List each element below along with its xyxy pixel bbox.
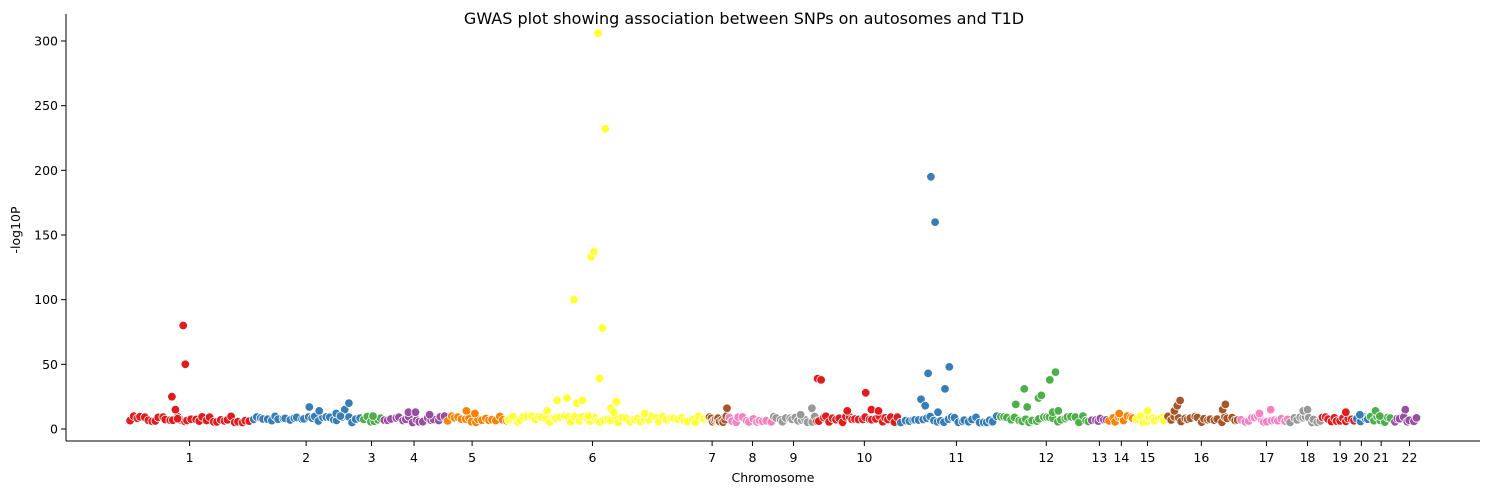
snp-point [597,323,608,333]
y-tick-label: 0 [50,422,58,437]
snp-point [640,408,650,419]
x-tick-label: 12 [1038,450,1054,465]
snp-point [1220,399,1231,410]
x-axis-label: Chromosome [731,470,814,485]
snp-point [424,410,435,420]
snp-point [340,404,350,415]
snp-point [842,406,853,416]
y-tick-label: 50 [42,357,58,372]
snp-point [1022,402,1032,412]
snp-point [1411,413,1422,423]
x-tick-label: 16 [1193,450,1209,465]
snp-point [314,406,324,416]
x-tick-label: 1 [186,450,194,465]
snp-point [816,375,826,385]
x-tick-label: 9 [790,450,798,465]
snp-point [930,217,940,227]
snp-point [167,392,177,402]
x-tick-label: 2 [302,450,310,465]
snp-point [304,402,315,412]
snp-point [1114,408,1124,419]
snp-point [170,404,181,415]
snp-point [807,403,817,414]
snp-point [926,172,936,182]
snp-point [1050,367,1061,377]
snp-point [1355,410,1365,420]
snp-point [1053,406,1064,416]
x-tick-label: 5 [468,450,476,465]
snp-point [593,28,603,38]
y-axis-label: -log10P [8,206,23,253]
x-tick-label: 18 [1300,450,1316,465]
snp-point [1175,395,1185,406]
snp-point [1341,407,1351,417]
snp-point [722,403,732,414]
x-tick-label: 20 [1353,450,1369,465]
x-tick-label: 17 [1259,450,1275,465]
x-tick-label: 3 [368,450,376,465]
snp-point [600,124,610,134]
snp-point [562,393,572,403]
snp-point [410,407,421,417]
snp-point [1142,406,1153,416]
data-points [125,28,1422,428]
snp-point [569,295,579,305]
snp-point [861,388,871,398]
snp-point [795,410,806,420]
chart-title: GWAS plot showing association between SN… [464,9,1024,28]
snp-point [552,395,562,406]
snp-point [920,401,930,411]
x-tick-label: 22 [1402,450,1418,465]
y-tick-label: 200 [34,163,58,178]
x-tick-label: 8 [748,450,756,465]
snp-point [594,373,605,384]
snp-point [944,362,955,372]
snp-point [335,411,346,421]
snp-point [180,359,191,370]
y-tick-label: 150 [34,228,58,243]
snp-point [344,398,354,408]
snp-point [368,411,378,421]
x-tick-label: 13 [1091,450,1107,465]
snp-point [1302,404,1313,415]
x-tick-label: 7 [708,450,716,465]
snp-point [923,368,933,379]
x-tick-label: 15 [1140,450,1156,465]
y-tick-label: 250 [34,98,58,113]
x-tick-label: 21 [1373,450,1389,465]
x-tick-label: 4 [410,450,418,465]
snp-point [1011,399,1021,410]
snp-point [1265,404,1276,415]
x-tick-label: 6 [588,450,596,465]
snp-point [1019,384,1030,394]
snp-point [577,395,588,406]
snp-point [609,407,619,417]
snp-point [178,320,188,331]
snp-point [172,414,183,424]
snp-point [1045,375,1055,385]
snp-point [873,406,884,416]
snp-point [611,397,622,407]
x-tick-label: 10 [856,450,872,465]
snp-point [1400,404,1411,415]
snp-point [542,406,552,416]
snp-point [1254,408,1265,419]
snp-point [461,406,472,416]
x-tick-label: 19 [1332,450,1348,465]
y-tick-label: 300 [34,34,58,49]
y-tick-label: 100 [34,292,58,307]
snp-point [470,408,480,419]
snp-point [933,407,943,417]
snp-point [1375,411,1385,421]
snp-point [589,247,599,257]
snp-point [940,384,950,394]
y-ticks: 0 50 100 150 200 250 300 [34,34,66,437]
x-tick-label: 11 [948,450,964,465]
snp-point [1036,390,1047,401]
snp-point [583,411,593,421]
x-tick-label: 14 [1113,450,1129,465]
x-ticks: 1 2 3 4 5 6 7 8 9 10 11 12 13 14 15 16 17 18 19 20 21 22 [186,441,1418,465]
